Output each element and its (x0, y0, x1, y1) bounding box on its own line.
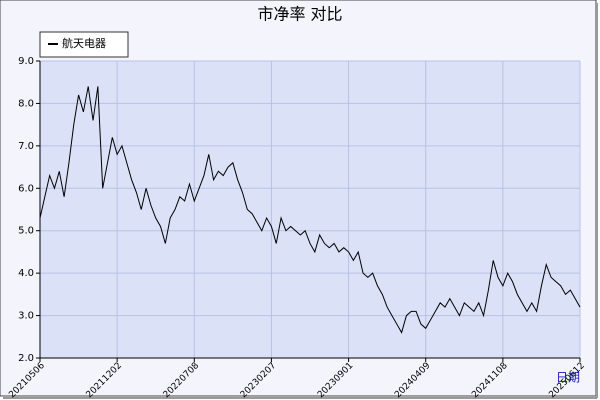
y-tick-label: 2.0 (18, 353, 34, 364)
y-tick-label: 4.0 (18, 268, 34, 279)
y-tick-label: 9.0 (18, 56, 34, 67)
x-axis-label: 日期 (556, 371, 580, 385)
y-tick-label: 8.0 (18, 98, 34, 109)
y-tick-label: 7.0 (18, 141, 34, 152)
legend-label: 航天电器 (62, 36, 106, 50)
y-tick-label: 6.0 (18, 183, 34, 194)
plot-area (40, 61, 580, 358)
chart-title: 市净率 对比 (257, 5, 342, 24)
y-tick-label: 3.0 (18, 311, 34, 322)
data-line (39, 86, 581, 334)
y-tick-label: 5.0 (18, 226, 34, 237)
